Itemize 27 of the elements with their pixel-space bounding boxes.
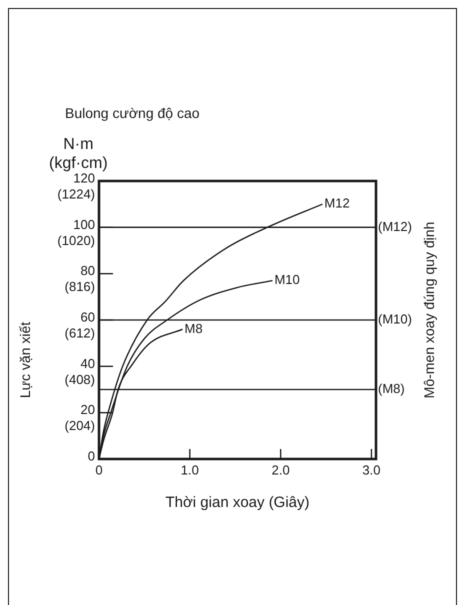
annotation: M10	[274, 272, 300, 288]
chart-title: Bulong cường độ cao	[65, 105, 200, 121]
annotation: M12	[324, 196, 350, 211]
y-tick-label: 100	[73, 216, 95, 232]
x-axis-title: Thời gian xoay (Giây)	[165, 494, 310, 511]
y2-tick-label: (408)	[64, 372, 95, 387]
ref-line-label: (M12)	[378, 218, 412, 234]
y-tick-label: 120	[73, 170, 95, 186]
y-tick-label: 60	[80, 310, 95, 325]
y-tick-label: 80	[80, 263, 95, 278]
y2-tick-label: (816)	[64, 279, 95, 294]
text: Mô-men xoay đúng quy định	[421, 222, 437, 398]
y-tick-label: 40	[80, 356, 95, 371]
y-tick-label: 0	[88, 448, 95, 464]
x-tick-label: 1.0	[180, 462, 199, 478]
ref-line-label: (M8)	[378, 381, 405, 396]
x-tick-label: 2.0	[272, 462, 290, 478]
ref-line-label: (M10)	[378, 312, 412, 327]
text: N·m (kgf·cm)	[49, 135, 108, 173]
x-tick-label: 3.0	[362, 462, 380, 478]
y2-tick-label: (612)	[64, 326, 95, 341]
y2-tick-label: (1020)	[57, 232, 95, 248]
y2-tick-label: (1224)	[57, 186, 95, 202]
annotation: M8	[184, 320, 203, 336]
y2-axis-title: Lực vặn xiết	[17, 322, 33, 398]
y-tick-label: 20	[80, 402, 95, 418]
y2-tick-label: (204)	[64, 418, 95, 434]
